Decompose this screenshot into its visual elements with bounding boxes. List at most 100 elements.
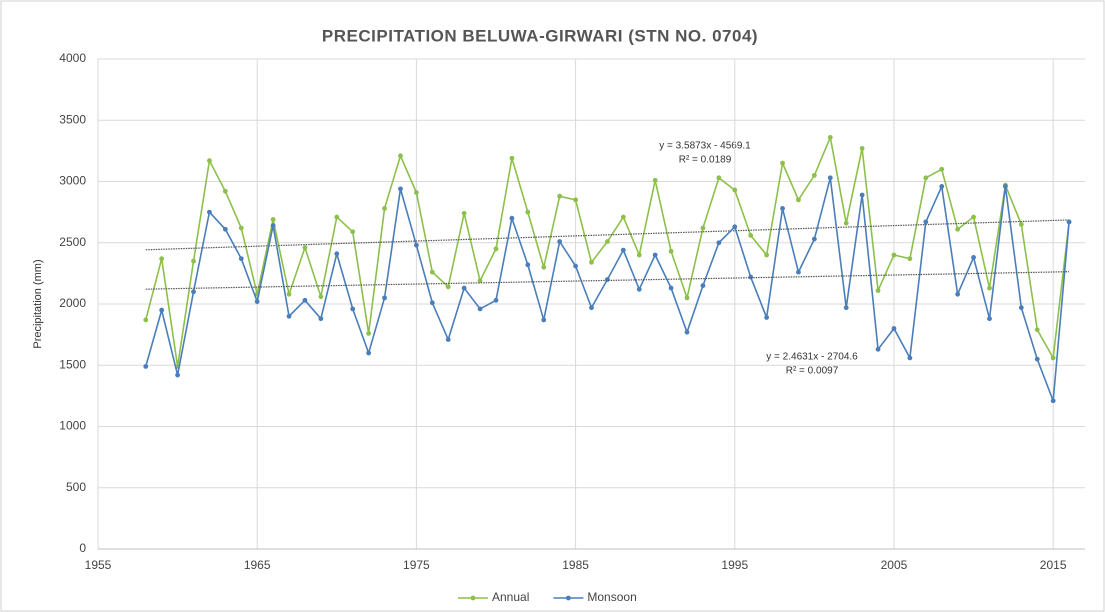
data-point — [270, 217, 276, 222]
data-point — [716, 240, 722, 246]
legend-label: Monsoon — [587, 590, 636, 604]
data-point — [207, 158, 212, 164]
data-point — [780, 160, 785, 166]
data-point — [175, 372, 180, 378]
y-tick-label: 3000 — [59, 174, 86, 188]
data-point — [732, 224, 738, 230]
data-point — [159, 256, 165, 262]
data-point — [700, 225, 706, 231]
data-point — [987, 285, 992, 291]
data-point — [843, 220, 849, 226]
data-point — [382, 206, 387, 211]
data-point — [477, 306, 483, 312]
data-point — [493, 297, 499, 303]
data-point — [254, 299, 260, 304]
y-tick-label: 1000 — [59, 419, 86, 433]
data-point — [238, 225, 244, 231]
data-point — [461, 285, 467, 291]
x-tick-label: 1955 — [85, 558, 112, 572]
chart-title: PRECIPITATION BELUWA-GIRWARI (STN NO. 07… — [322, 26, 758, 45]
y-tick-label: 2000 — [59, 296, 86, 310]
data-point — [525, 262, 531, 268]
data-point — [445, 284, 451, 290]
data-point — [286, 291, 292, 297]
data-point — [1003, 184, 1008, 189]
data-point — [971, 255, 976, 260]
data-point — [477, 278, 483, 284]
data-point — [875, 288, 881, 293]
data-point — [843, 305, 849, 311]
data-point — [143, 364, 149, 369]
data-point — [891, 252, 897, 258]
y-tick-label: 4000 — [59, 51, 86, 65]
data-point — [318, 294, 324, 300]
data-point — [573, 197, 578, 203]
data-point — [557, 193, 563, 199]
data-point — [159, 307, 165, 313]
data-point — [668, 285, 674, 291]
data-point — [636, 286, 642, 292]
data-point — [350, 306, 356, 312]
data-point — [796, 197, 801, 203]
data-point — [429, 269, 435, 275]
x-tick-label: 1985 — [562, 558, 589, 572]
data-point — [684, 329, 690, 335]
data-point — [318, 316, 324, 322]
data-point — [907, 355, 913, 361]
data-point — [589, 305, 594, 311]
data-point — [222, 226, 228, 232]
y-tick-label: 0 — [79, 541, 86, 555]
legend-marker — [565, 595, 571, 601]
data-point — [780, 206, 785, 211]
data-point — [429, 300, 435, 306]
data-point — [939, 166, 945, 172]
data-point — [191, 289, 196, 295]
data-point — [366, 331, 372, 336]
data-point — [700, 283, 706, 289]
data-point — [923, 175, 929, 181]
data-point — [796, 269, 801, 275]
data-point — [748, 274, 754, 280]
x-tick-label: 1995 — [721, 558, 748, 572]
data-point — [445, 337, 451, 342]
data-point — [541, 264, 547, 270]
data-point — [589, 259, 594, 265]
data-point — [859, 146, 865, 151]
data-point — [382, 295, 387, 301]
data-point — [302, 297, 308, 303]
data-point — [270, 223, 276, 229]
data-point — [286, 313, 292, 319]
trend-equation: y = 3.5873x - 4569.1 — [659, 141, 751, 152]
x-tick-label: 2015 — [1040, 558, 1067, 572]
data-point — [461, 210, 467, 216]
y-tick-label: 2500 — [59, 235, 86, 249]
x-tick-label: 2005 — [881, 558, 908, 572]
data-point — [334, 251, 340, 257]
data-point — [350, 229, 356, 235]
data-point — [764, 315, 770, 320]
data-point — [398, 153, 403, 159]
data-point — [207, 209, 212, 215]
data-point — [748, 233, 754, 238]
data-point — [923, 219, 929, 225]
data-point — [334, 214, 340, 220]
data-point — [1050, 398, 1056, 404]
data-point — [222, 188, 228, 194]
data-point — [939, 184, 945, 189]
data-point — [907, 256, 913, 262]
data-point — [509, 215, 515, 221]
data-point — [1034, 356, 1040, 362]
data-point — [971, 214, 976, 220]
data-point — [557, 239, 563, 244]
data-point — [764, 252, 770, 258]
trendline — [145, 271, 1070, 290]
data-point — [366, 350, 372, 356]
data-point — [620, 214, 626, 220]
data-point — [636, 252, 642, 258]
data-point — [1018, 221, 1024, 227]
legend-label: Annual — [492, 590, 529, 604]
trend-r2: R² = 0.0189 — [679, 155, 732, 166]
x-tick-label: 1965 — [244, 558, 271, 572]
